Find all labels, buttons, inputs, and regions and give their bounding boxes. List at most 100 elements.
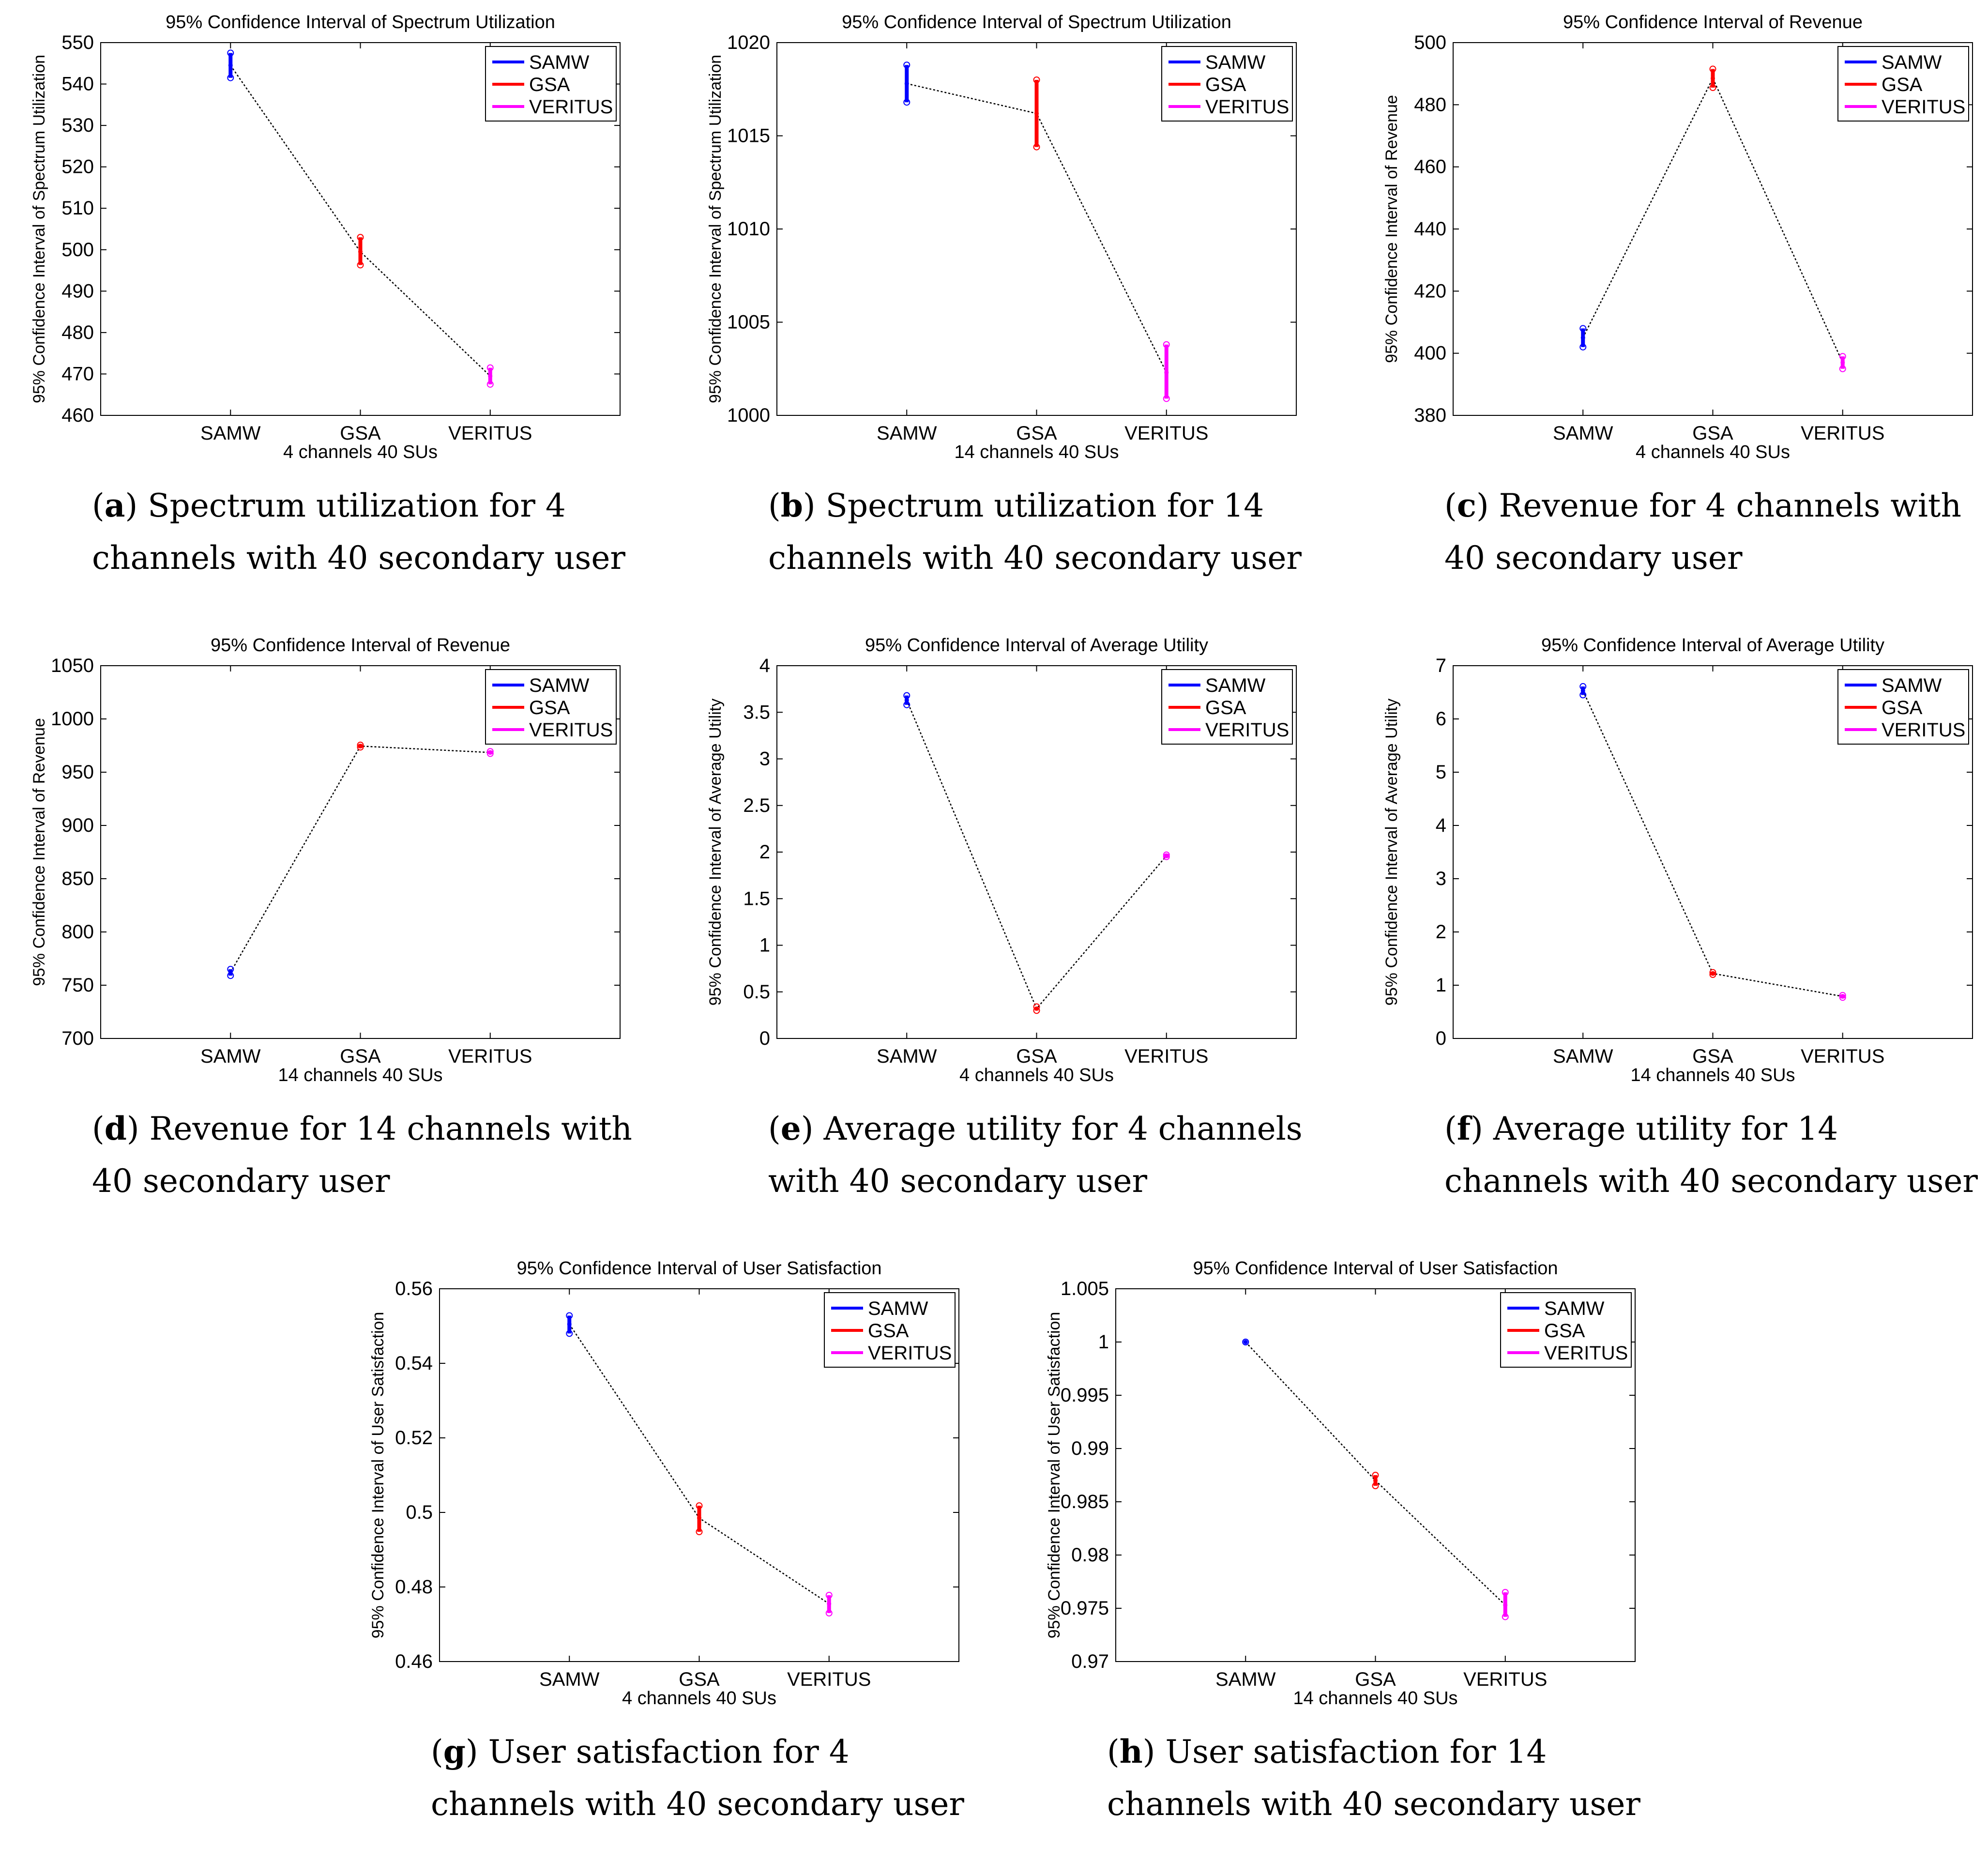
errorbar-samw xyxy=(903,61,911,106)
legend-label-gsa: GSA xyxy=(529,74,570,95)
mean-marker xyxy=(904,81,909,86)
x-axis-label: 4 channels 40 SUs xyxy=(622,1688,776,1708)
y-axis-label: 95% Confidence Interval of Spectrum Util… xyxy=(706,55,725,403)
y-tick-label: 400 xyxy=(1414,343,1446,364)
upper-bound-marker xyxy=(566,1312,573,1319)
chart-panel-b: 95% Confidence Interval of Spectrum Util… xyxy=(676,0,1339,615)
y-tick-label: 3.5 xyxy=(743,702,770,723)
legend-label-veritus: VERITUS xyxy=(1205,96,1289,118)
lower-bound-marker xyxy=(1033,143,1040,151)
caption-text: Average utility for 4 channels with 40 s… xyxy=(768,1110,1303,1200)
caption-h: (h) User satisfaction for 14 channels wi… xyxy=(1107,1733,1640,1823)
x-tick-label: GSA xyxy=(1692,1046,1733,1067)
mean-marker xyxy=(358,744,363,748)
y-tick-label: 470 xyxy=(61,363,94,384)
errorbar-samw xyxy=(1579,683,1587,699)
y-axis-label: 95% Confidence Interval of Revenue xyxy=(30,718,48,986)
chart-panel-e: 95% Confidence Interval of Average Utili… xyxy=(676,623,1339,1238)
legend-label-samw: SAMW xyxy=(529,675,590,696)
x-tick-label: GSA xyxy=(1016,423,1057,444)
legend-label-veritus: VERITUS xyxy=(1544,1342,1628,1364)
lower-bound-marker xyxy=(1163,395,1170,402)
errorbar-gsa xyxy=(1033,76,1040,151)
errorbar-veritus xyxy=(486,748,494,757)
chart-title: 95% Confidence Interval of Average Utili… xyxy=(865,635,1208,656)
y-tick-label: 800 xyxy=(61,921,94,943)
errorbar-veritus xyxy=(825,1591,833,1617)
upper-bound-marker xyxy=(1839,353,1846,360)
y-tick-label: 850 xyxy=(61,868,94,889)
x-tick-label: GSA xyxy=(1692,423,1733,444)
y-tick-label: 1015 xyxy=(727,125,770,147)
mean-connector-line xyxy=(1245,1342,1506,1606)
errorbar-veritus xyxy=(1839,992,1846,1001)
chart-title: 95% Confidence Interval of Average Utili… xyxy=(1541,635,1884,656)
mean-marker xyxy=(1840,360,1845,365)
x-tick-label: SAMW xyxy=(877,1046,937,1067)
mean-connector-line xyxy=(230,745,490,973)
y-tick-label: 0.975 xyxy=(1061,1598,1109,1619)
chart-panel-c: 95% Confidence Interval of Revenue 380 400… xyxy=(1352,0,1988,615)
y-tick-label: 380 xyxy=(1414,405,1446,426)
chart-c: 95% Confidence Interval of Revenue 380 400… xyxy=(1382,12,1973,462)
legend-label-samw: SAMW xyxy=(1205,675,1266,696)
x-tick-label: VERITUS xyxy=(448,423,532,444)
x-tick-label: VERITUS xyxy=(787,1669,871,1690)
x-tick-label: VERITUS xyxy=(1801,1046,1884,1067)
y-tick-label: 460 xyxy=(61,405,94,426)
chart-g: 95% Confidence Interval of User Satisfac… xyxy=(369,1258,959,1708)
mean-connector-line xyxy=(1582,76,1843,363)
y-tick-label: 1.5 xyxy=(743,888,770,909)
errorbar-veritus xyxy=(486,364,494,388)
y-tick-label: 0.98 xyxy=(1071,1544,1109,1566)
x-tick-label: GSA xyxy=(679,1669,720,1690)
caption-a: (a) Spectrum utilization for 4 channels … xyxy=(92,487,625,577)
legend-label-samw: SAMW xyxy=(868,1298,928,1319)
x-tick-label: SAMW xyxy=(1215,1669,1276,1690)
upper-bound-marker xyxy=(1709,65,1716,73)
lower-bound-marker xyxy=(566,1330,573,1337)
x-tick-label: SAMW xyxy=(1553,1046,1613,1067)
y-tick-label: 1020 xyxy=(727,32,770,53)
legend-label-veritus: VERITUS xyxy=(1205,719,1289,741)
caption-text: Revenue for 14 channels with 40 secondar… xyxy=(92,1110,632,1200)
errorbar-gsa xyxy=(1709,969,1716,978)
caption-text: User satisfaction for 4 channels with 40… xyxy=(431,1733,964,1823)
chart-title: 95% Confidence Interval of Spectrum Util… xyxy=(166,12,555,32)
upper-bound-marker xyxy=(1502,1589,1509,1596)
mean-marker xyxy=(1164,854,1169,858)
legend-label-gsa: GSA xyxy=(529,697,570,718)
x-tick-label: VERITUS xyxy=(1801,423,1884,444)
caption-label: c xyxy=(1457,487,1476,524)
chart-f: 95% Confidence Interval of Average Utili… xyxy=(1382,635,1973,1085)
y-tick-label: 6 xyxy=(1436,708,1446,730)
y-tick-label: 490 xyxy=(61,280,94,302)
y-tick-label: 3 xyxy=(759,748,770,770)
x-tick-label: VERITUS xyxy=(1124,1046,1208,1067)
x-tick-label: SAMW xyxy=(877,423,937,444)
mean-marker xyxy=(827,1602,832,1606)
y-tick-label: 1000 xyxy=(727,405,770,426)
errorbar-gsa xyxy=(696,1502,703,1536)
y-tick-label: 2 xyxy=(759,841,770,863)
x-tick-label: SAMW xyxy=(1553,423,1613,444)
errorbar-samw xyxy=(1579,325,1587,351)
legend-label-veritus: VERITUS xyxy=(1882,96,1965,118)
caption-text: Revenue for 4 channels with 40 secondary… xyxy=(1444,487,1961,577)
lower-bound-marker xyxy=(1839,365,1846,372)
y-tick-label: 950 xyxy=(61,762,94,783)
caption-text: Spectrum utilization for 4 channels with… xyxy=(92,487,625,577)
mean-marker xyxy=(904,698,909,702)
errorbar-gsa xyxy=(357,741,364,751)
y-tick-label: 700 xyxy=(61,1028,94,1049)
errorbar-gsa xyxy=(357,234,364,269)
x-axis-label: 4 channels 40 SUs xyxy=(959,1065,1114,1085)
chart-panel-a: 95% Confidence Interval of Spectrum Util… xyxy=(0,0,663,615)
legend-label-veritus: VERITUS xyxy=(1882,719,1965,741)
chart-h: 95% Confidence Interval of User Satisfac… xyxy=(1045,1258,1636,1708)
legend-label-samw: SAMW xyxy=(1882,675,1942,696)
upper-bound-marker xyxy=(1579,325,1587,332)
y-tick-label: 520 xyxy=(61,156,94,178)
